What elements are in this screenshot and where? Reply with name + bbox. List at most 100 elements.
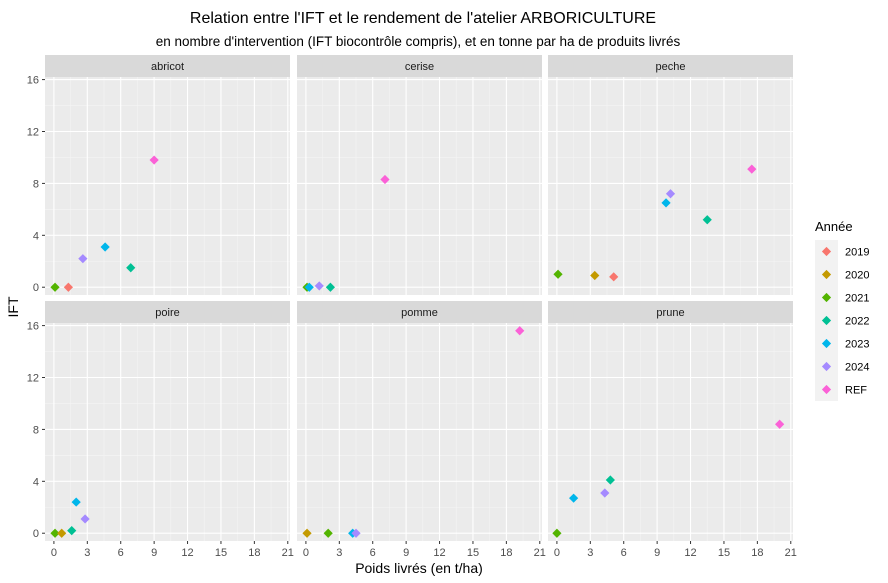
data-point-2023 [304,282,314,292]
panel-background [548,323,793,541]
data-point-2019 [609,272,619,282]
y-tick-label: 12 [27,127,39,139]
x-tick-label: 6 [621,547,627,559]
y-tick-label: 12 [27,373,39,385]
legend-symbol-2022 [821,315,832,326]
x-tick-label: 12 [433,547,445,559]
x-tick-label: 21 [282,547,294,559]
facet-panel-poire: poire 0 4 8 12 16 0 3 6 9 12 15 18 21 [27,301,294,559]
x-tick-label: 21 [785,547,797,559]
facet-strip [45,301,290,323]
data-point-2021 [553,269,563,279]
facet-strip-label: prune [656,307,684,319]
facet-panel-abricot: abricot 0 4 8 12 16 [27,55,290,295]
x-tick-label: 18 [751,547,763,559]
x-tick-label: 0 [554,547,560,559]
x-tick-label: 15 [215,547,227,559]
x-tick-label: 9 [654,547,660,559]
legend-symbol-2021 [821,292,832,303]
legend-label: 2020 [845,270,869,282]
facet-strip [297,301,542,323]
legend-label: 2023 [845,339,869,351]
x-tick-label: 3 [336,547,342,559]
panel-background [45,77,290,295]
x-axis-title: Poids livrés (en t/ha) [355,560,483,576]
facet-strip [548,301,793,323]
legend-symbol-2020 [821,269,832,280]
data-point-2024 [665,189,676,199]
data-point-2022 [67,526,77,536]
data-point-2019 [63,282,73,292]
panel-background [45,323,290,541]
chart-title: Relation entre l'IFT et le rendement de … [190,10,656,27]
legend-label: 2022 [845,316,869,328]
data-point-2022 [126,263,136,273]
legend-label: 2019 [845,247,869,259]
facet-strip-label: peche [656,61,686,73]
facet-strip [297,55,542,77]
data-point-2023 [661,198,671,208]
facet-panels: abricot 0 4 8 12 16 cerise peche poire 0 4 8 12 16 0 3 6… [27,55,797,559]
facet-strip [45,55,290,77]
x-tick-label: 0 [51,547,57,559]
y-tick-label: 16 [27,321,39,333]
x-tick-label: 6 [118,547,124,559]
data-point-2021 [552,528,562,538]
x-tick-label: 15 [718,547,730,559]
facet-panel-peche: peche [548,55,793,295]
legend-symbol-2019 [821,246,832,257]
data-point-2023 [100,242,110,252]
data-point-2024 [80,514,90,524]
data-point-2020 [57,528,67,538]
y-tick-label: 8 [33,424,39,436]
x-tick-label: 3 [84,547,90,559]
data-point-ref [747,164,757,174]
data-point-ref [775,419,785,429]
data-point-2022 [605,475,615,485]
data-point-2024 [600,488,610,498]
legend-label: 2024 [845,362,869,374]
facet-panel-cerise: cerise [297,55,542,295]
chart-subtitle: en nombre d'intervention (IFT biocontrôl… [156,34,681,49]
y-tick-label: 0 [33,528,39,540]
legend-label: REF [845,385,867,397]
x-tick-label: 18 [500,547,512,559]
x-tick-label: 12 [181,547,193,559]
x-tick-label: 9 [151,547,157,559]
data-point-2021 [50,528,60,538]
facet-strip-label: abricot [151,61,184,73]
data-point-ref [515,326,525,336]
x-tick-label: 9 [403,547,409,559]
data-point-2022 [702,215,712,225]
facet-panel-prune: prune 0 3 6 9 12 15 18 21 [548,301,797,559]
data-point-ref [149,155,159,165]
data-point-2023 [569,493,579,503]
legend-symbol-ref [821,384,832,395]
data-point-2022 [325,282,336,292]
legend: Année 2019 2020 2021 2022 2023 2024 REF [815,219,869,401]
data-point-2023 [71,497,81,507]
y-tick-label: 16 [27,75,39,87]
legend-title: Année [815,219,853,234]
legend-label: 2021 [845,293,869,305]
x-tick-label: 12 [684,547,696,559]
panel-background [297,77,542,295]
data-point-2024 [78,254,88,264]
panel-background [548,77,793,295]
y-tick-label: 0 [33,282,39,294]
x-tick-label: 3 [587,547,593,559]
data-point-ref [380,174,390,185]
y-tick-label: 8 [33,178,39,190]
y-axis-title: IFT [5,296,21,317]
x-tick-label: 0 [303,547,309,559]
data-point-2024 [351,528,361,538]
legend-symbol-2024 [821,361,832,372]
panel-background [297,323,542,541]
x-tick-label: 15 [467,547,479,559]
x-tick-label: 18 [248,547,260,559]
legend-symbol-2023 [821,338,832,349]
data-point-2024 [314,281,324,291]
facet-strip-label: pomme [401,307,438,319]
x-tick-label: 21 [534,547,546,559]
facet-panel-pomme: pomme 0 3 6 9 12 15 18 21 [297,301,546,559]
